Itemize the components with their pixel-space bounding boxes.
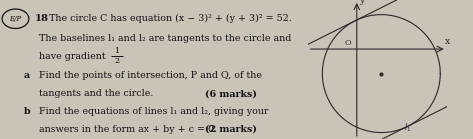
Text: have gradient: have gradient <box>39 52 106 61</box>
Text: y: y <box>359 0 364 5</box>
Text: The baselines l₁ and l₂ are tangents to the circle and: The baselines l₁ and l₂ are tangents to … <box>39 34 292 43</box>
Text: $l_1$: $l_1$ <box>404 122 412 134</box>
Text: x: x <box>445 37 450 46</box>
Text: Find the equations of lines l₁ and l₂, giving your: Find the equations of lines l₁ and l₂, g… <box>39 107 269 116</box>
Text: O: O <box>344 39 351 47</box>
Text: b: b <box>23 107 30 116</box>
Text: Find the points of intersection, P and Q, of the: Find the points of intersection, P and Q… <box>39 71 263 80</box>
Text: a: a <box>23 71 29 80</box>
Text: (6 marks): (6 marks) <box>205 89 257 98</box>
Text: tangents and the circle.: tangents and the circle. <box>39 89 154 98</box>
Text: answers in the form ax + by + c = 0.: answers in the form ax + by + c = 0. <box>39 125 218 134</box>
Text: 2: 2 <box>114 57 119 65</box>
Text: E/P: E/P <box>9 15 22 23</box>
Text: 1: 1 <box>114 47 119 55</box>
Text: The circle C has equation (x − 3)² + (y + 3)² = 52.: The circle C has equation (x − 3)² + (y … <box>49 14 292 23</box>
Text: (2 marks): (2 marks) <box>205 125 257 134</box>
Text: 18: 18 <box>35 14 49 23</box>
